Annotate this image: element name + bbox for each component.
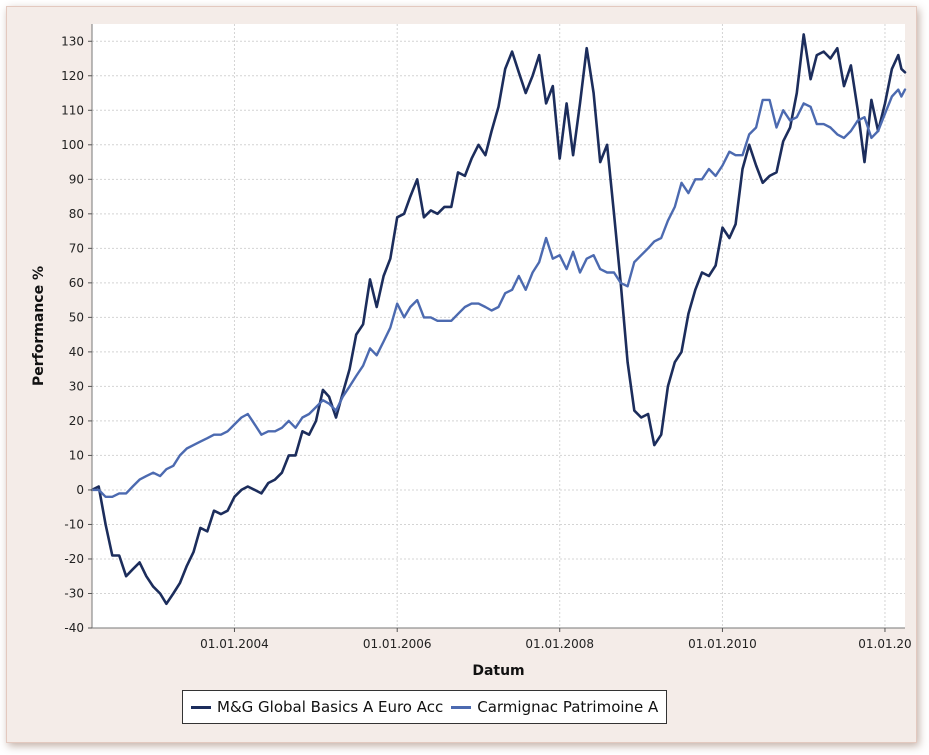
y-tick-label: 50 <box>69 310 84 324</box>
legend-item-carmignac: Carmignac Patrimoine A <box>451 698 658 716</box>
legend-swatch-carmignac <box>451 705 472 709</box>
y-tick-label: 80 <box>69 207 84 221</box>
y-tick-label: -20 <box>64 552 84 566</box>
x-tick-label: 01.01.2008 <box>525 637 594 651</box>
y-tick-label: 20 <box>69 414 84 428</box>
plot-area <box>92 24 905 628</box>
y-tick-label: 70 <box>69 241 84 255</box>
x-axis-ticks: 01.01.2004 01.01.2006 01.01.2008 01.01.2010… <box>200 628 912 651</box>
y-tick-label: 130 <box>61 34 84 48</box>
y-axis-title: Performance % <box>31 266 47 386</box>
y-tick-label: 60 <box>69 276 84 290</box>
y-tick-label: 40 <box>69 345 84 359</box>
legend-item-mg: M&G Global Basics A Euro Acc <box>191 698 443 716</box>
x-axis-title: Datum <box>472 663 524 679</box>
y-tick-label: 110 <box>61 103 84 117</box>
y-tick-label: -30 <box>64 586 84 600</box>
legend: M&G Global Basics A Euro Acc Carmignac P… <box>182 690 668 724</box>
axes <box>91 24 905 629</box>
legend-label-carmignac: Carmignac Patrimoine A <box>477 698 659 716</box>
y-tick-label: -40 <box>64 621 84 635</box>
series-line-mg-global-basics <box>90 33 907 606</box>
y-axis-ticks: -40 -30 -20 -10 0 10 20 30 40 50 60 70 80 90 100 110 120… <box>61 34 92 635</box>
y-tick-label: -10 <box>64 517 84 531</box>
legend-label-mg: M&G Global Basics A Euro Acc <box>217 698 444 716</box>
y-tick-label: 10 <box>69 448 84 462</box>
series-lines <box>90 33 907 606</box>
x-tick-label: 01.01.2004 <box>200 637 269 651</box>
y-tick-label: 100 <box>61 138 84 152</box>
y-tick-label: 120 <box>61 69 84 83</box>
x-tick-label: 01.01.20 <box>858 637 911 651</box>
x-tick-label: 01.01.2006 <box>363 637 432 651</box>
x-tick-label: 01.01.2010 <box>688 637 757 651</box>
y-tick-label: 0 <box>76 483 84 497</box>
legend-swatch-mg <box>191 705 211 709</box>
series-line-carmignac-patrimoine <box>90 88 907 498</box>
y-tick-label: 30 <box>69 379 84 393</box>
y-tick-label: 90 <box>69 172 84 186</box>
